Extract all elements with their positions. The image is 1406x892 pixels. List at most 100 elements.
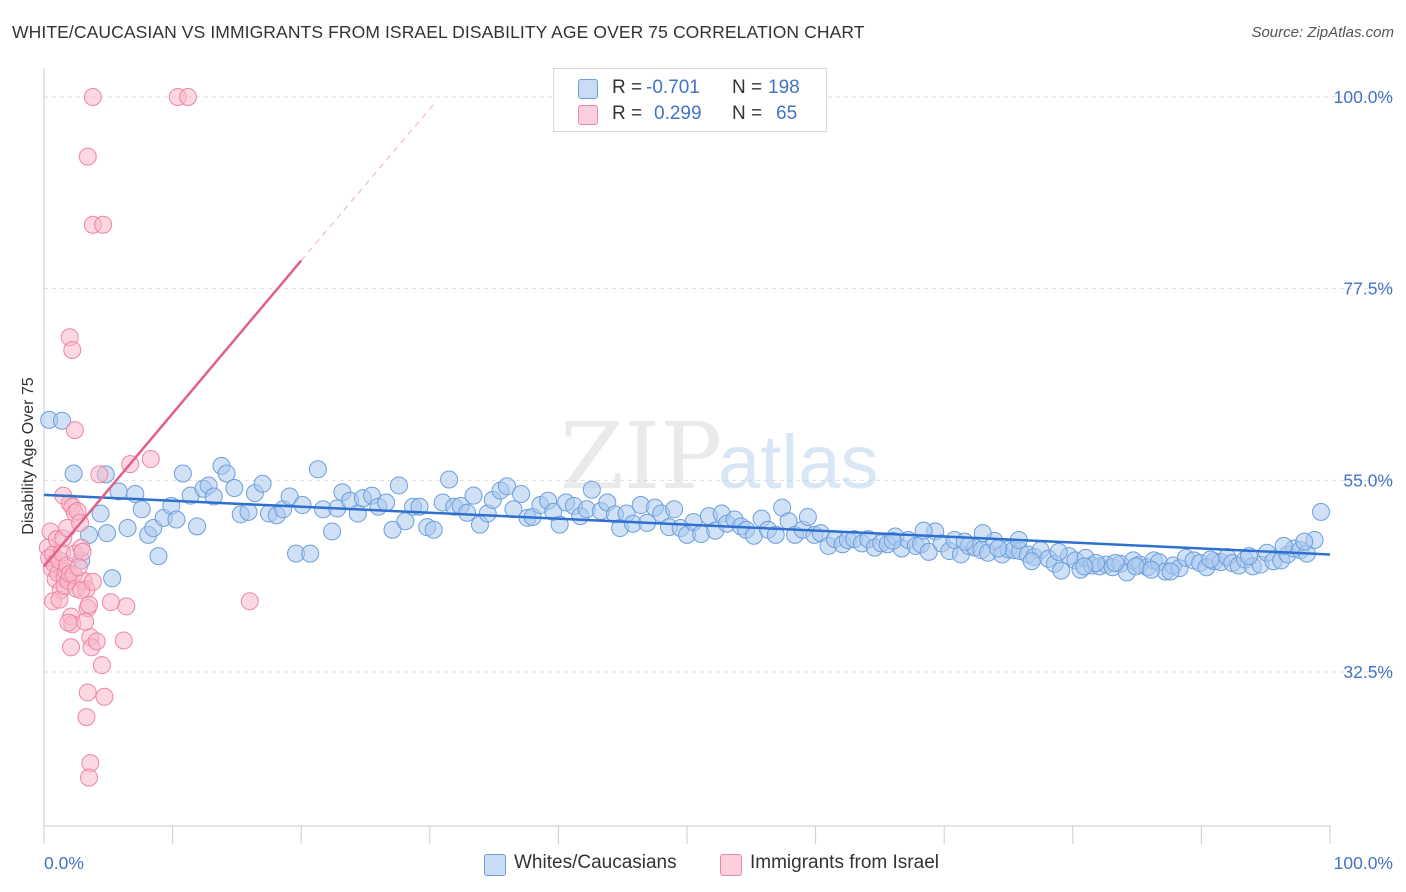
point-whites — [301, 544, 320, 563]
labels-layer: 32.5% 55.0% 77.5% 100.0% 0.0% 100.0% Disabilit… — [20, 87, 1393, 873]
point-whites — [989, 539, 1008, 558]
point-whites — [497, 477, 516, 496]
point-whites — [798, 507, 817, 526]
point-whites — [225, 479, 244, 497]
legend-r-value-whites: -0.701 — [646, 77, 700, 98]
point-whites — [582, 480, 601, 499]
point-whites — [919, 542, 938, 561]
point-israel — [92, 656, 111, 675]
series-israel — [38, 88, 259, 787]
point-israel — [78, 683, 97, 702]
point-whites — [550, 515, 569, 534]
point-whites — [173, 464, 192, 483]
point-whites — [955, 532, 974, 551]
point-whites — [883, 531, 902, 550]
point-whites — [1142, 560, 1161, 579]
point-israel — [80, 768, 99, 787]
point-whites — [1052, 561, 1071, 580]
point-israel — [95, 687, 114, 706]
point-israel — [62, 638, 81, 657]
y-tick-label: 55.0% — [1343, 470, 1393, 490]
point-whites — [323, 522, 342, 541]
point-israel — [69, 558, 88, 577]
trend-line-israel — [43, 259, 303, 568]
bottom-legend-label-israel: Immigrants from Israel — [750, 852, 939, 873]
stats-legend: R = -0.701 N = 198 R = 0.299 N = 65 — [553, 68, 827, 132]
legend-swatch-whites — [578, 79, 598, 99]
point-israel — [77, 708, 96, 727]
point-israel — [83, 572, 102, 591]
points-layer — [38, 88, 1330, 787]
legend-n-label: N = — [732, 103, 763, 124]
point-israel — [73, 542, 92, 561]
point-whites — [512, 484, 531, 503]
point-israel — [101, 593, 120, 612]
point-whites — [766, 525, 785, 544]
x-tick-label-right: 100.0% — [1334, 853, 1393, 873]
point-israel — [87, 632, 106, 651]
point-israel — [117, 597, 136, 616]
point-whites — [458, 503, 477, 522]
point-whites — [204, 487, 223, 506]
point-whites — [1274, 536, 1293, 555]
axis-layer — [43, 68, 1331, 844]
grid-layer — [44, 96, 1394, 673]
trend-line-israel-extension — [300, 100, 437, 261]
point-whites — [389, 476, 408, 495]
point-whites — [464, 486, 483, 505]
point-whites — [91, 504, 110, 523]
y-axis-title: Disability Age Over 75 — [20, 377, 37, 535]
point-whites — [1161, 562, 1180, 581]
point-israel — [65, 421, 84, 440]
point-israel — [78, 147, 97, 166]
bottom-legend-label-whites: Whites/Caucasians — [514, 852, 677, 873]
point-israel — [94, 215, 113, 234]
point-whites — [239, 502, 258, 521]
point-whites — [308, 460, 327, 479]
point-whites — [1295, 532, 1314, 551]
point-whites — [348, 504, 367, 523]
point-whites — [217, 464, 236, 483]
point-israel — [83, 88, 102, 106]
y-tick-label: 32.5% — [1343, 662, 1393, 682]
bottom-legend-swatch-whites — [484, 854, 506, 876]
point-whites — [293, 496, 312, 515]
point-israel — [114, 631, 133, 650]
bottom-legend-swatch-israel — [720, 854, 742, 876]
chart-title: WHITE/CAUCASIAN VS IMMIGRANTS FROM ISRAE… — [12, 22, 865, 42]
source-credit: Source: ZipAtlas.com — [1251, 24, 1394, 41]
point-whites — [149, 547, 168, 566]
point-whites — [132, 500, 151, 519]
point-whites — [1022, 552, 1041, 571]
watermark: ZIP atlas — [560, 403, 879, 510]
point-whites — [98, 524, 117, 543]
legend-n-value-israel: 65 — [776, 103, 798, 124]
point-israel — [240, 592, 259, 611]
point-whites — [64, 464, 83, 483]
point-whites — [665, 500, 684, 519]
y-tick-label: 100.0% — [1334, 87, 1393, 107]
point-israel — [63, 341, 82, 359]
point-whites — [1126, 557, 1145, 576]
point-whites — [1311, 502, 1330, 521]
point-whites — [103, 569, 122, 588]
point-whites — [1049, 542, 1068, 561]
point-israel — [141, 450, 160, 469]
point-whites — [1106, 553, 1125, 572]
point-israel — [90, 465, 109, 484]
legend-n-value-whites: 198 — [768, 77, 800, 98]
point-israel — [76, 612, 95, 631]
trend-line-whites — [43, 493, 1331, 556]
point-whites — [424, 520, 443, 539]
trend-layer — [43, 100, 1331, 568]
point-whites — [118, 519, 137, 538]
point-whites — [53, 411, 72, 430]
point-israel — [80, 595, 99, 614]
y-tick-label: 77.5% — [1343, 279, 1393, 299]
point-whites — [253, 474, 272, 493]
point-israel — [179, 88, 198, 106]
point-israel — [59, 613, 78, 632]
series-whites — [40, 410, 1330, 588]
legend-n-label: N = — [732, 77, 763, 98]
